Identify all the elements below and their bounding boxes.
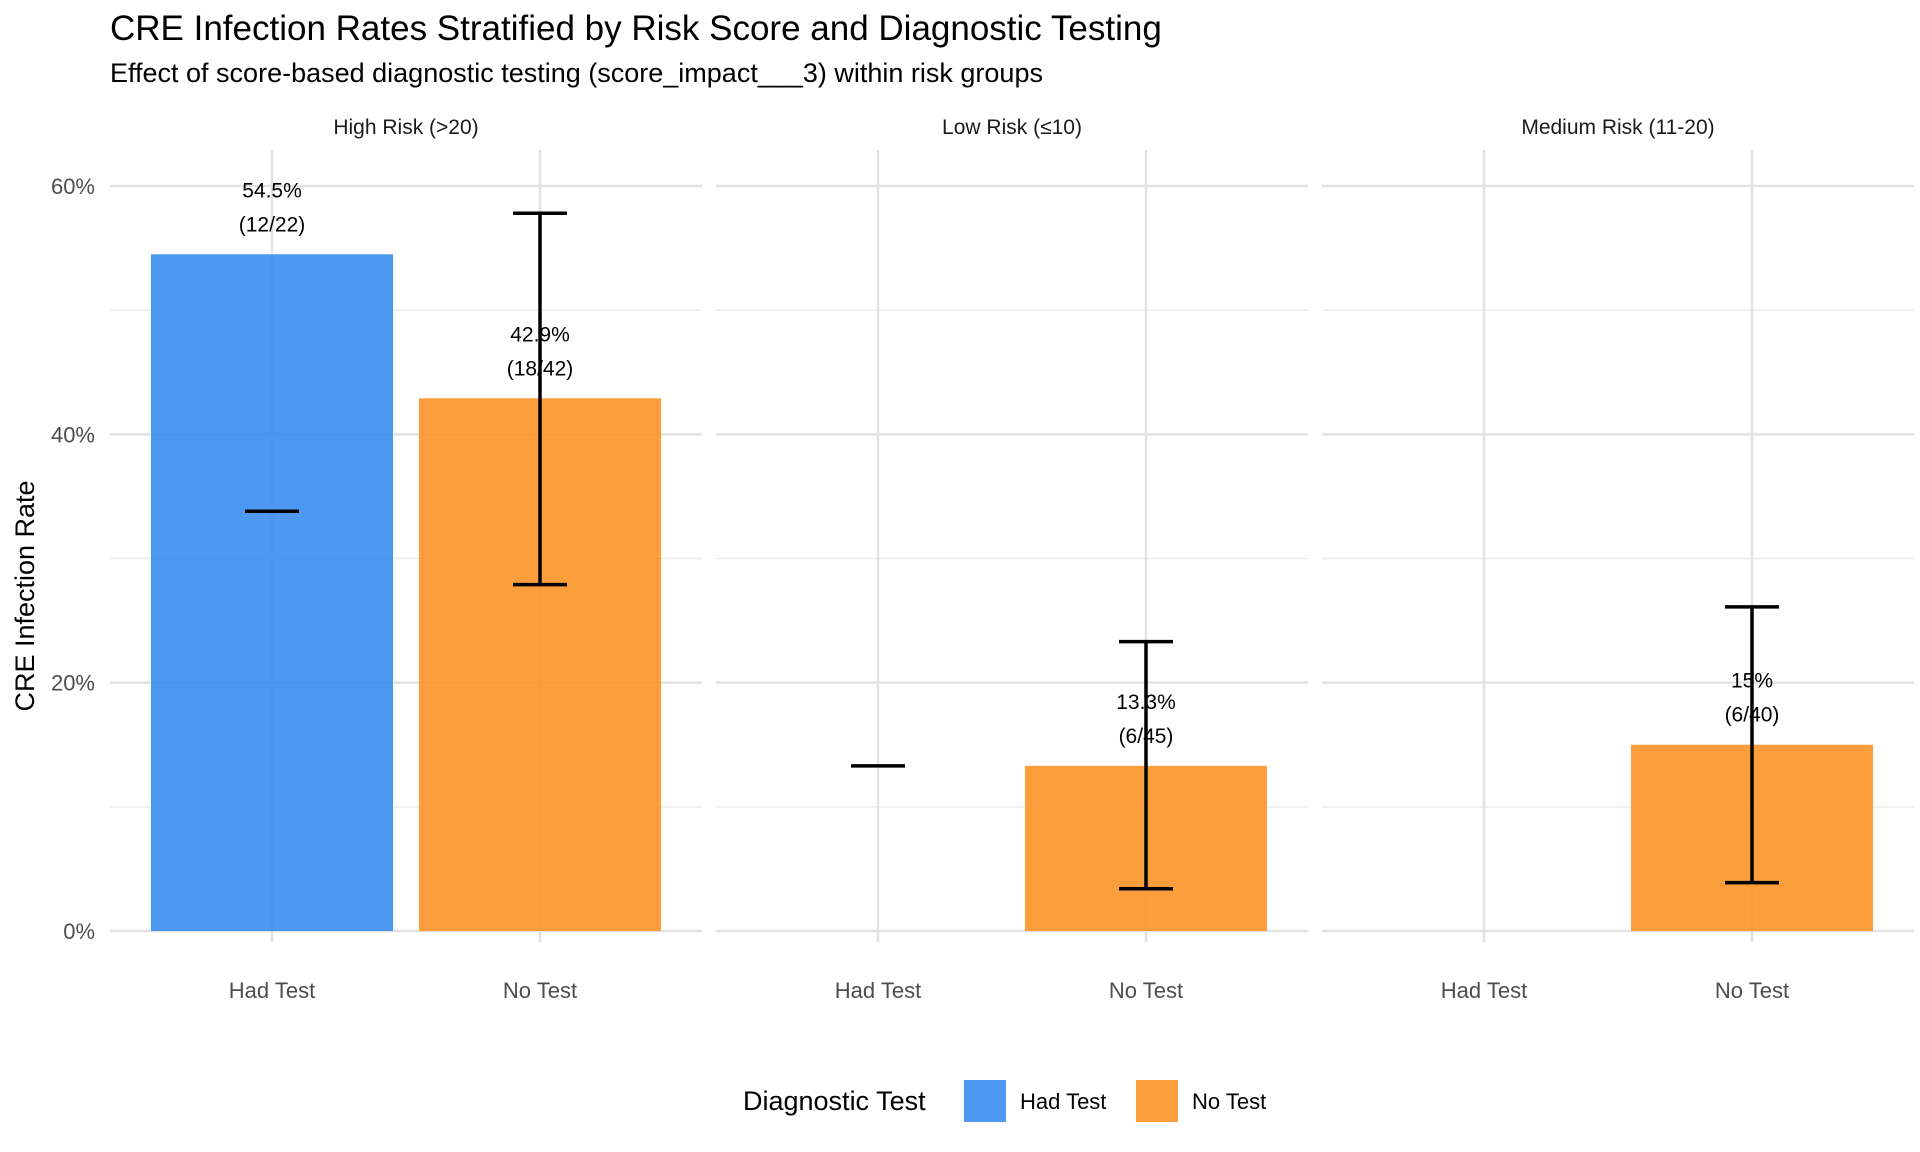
facet-strip-label: Medium Risk (11-20)	[1521, 116, 1714, 139]
y-tick-label: 60%	[51, 174, 95, 199]
x-tick-label: No Test	[1715, 978, 1789, 1003]
data-label-count: (6/45)	[1119, 725, 1174, 748]
error-bar-low-risk-10-no-test	[1119, 639, 1173, 891]
data-label-percent: 13.3%	[1116, 691, 1176, 714]
facet-panel-medium-risk-11-20: Medium Risk (11-20) Had Test No Test 15% (6/…	[1322, 116, 1914, 1003]
chart-title: CRE Infection Rates Stratified by Risk S…	[110, 9, 1162, 48]
y-tick-label: 40%	[51, 422, 95, 447]
facet-panel-low-risk-10: Low Risk (≤10) Had Test No Test 13.3% (6/45)	[716, 116, 1308, 1003]
facet-strip-label: High Risk (>20)	[333, 116, 478, 139]
y-axis-label: CRE Infection Rate	[10, 480, 40, 711]
legend-swatch-no-test	[1136, 1080, 1178, 1122]
legend-title: Diagnostic Test	[743, 1086, 926, 1116]
facet-panel-high-risk-20: High Risk (>20) Had Test No Test 54.5% (12/2…	[110, 116, 702, 1003]
data-label-percent: 54.5%	[242, 179, 302, 202]
x-tick-label: Had Test	[1441, 978, 1527, 1003]
legend-label-no-test: No Test	[1192, 1089, 1266, 1114]
legend-label-had-test: Had Test	[1020, 1089, 1106, 1114]
data-label-count: (18/42)	[507, 357, 574, 380]
x-tick-label: Had Test	[229, 978, 315, 1003]
y-tick-label: 0%	[63, 919, 95, 944]
legend: Diagnostic Test Had Test No Test	[743, 1080, 1266, 1122]
data-label-count: (12/22)	[239, 213, 306, 236]
error-bar-medium-risk-11-20-no-test	[1725, 605, 1779, 885]
facet-panels: 0% 20% 40% 60% High Risk (>20) Had Test No Tes…	[51, 116, 1914, 1003]
data-label-count: (6/40)	[1725, 704, 1780, 727]
data-label-percent: 15%	[1731, 670, 1773, 693]
bar-high-risk-20-had-test	[151, 254, 393, 931]
facet-strip-label: Low Risk (≤10)	[942, 116, 1082, 139]
x-tick-label: Had Test	[835, 978, 921, 1003]
data-label-percent: 42.9%	[510, 323, 570, 346]
error-bar-high-risk-20-no-test	[513, 211, 567, 587]
y-tick-label: 20%	[51, 671, 95, 696]
chart-subtitle: Effect of score-based diagnostic testing…	[110, 58, 1043, 88]
x-tick-label: No Test	[503, 978, 577, 1003]
x-tick-label: No Test	[1109, 978, 1183, 1003]
legend-swatch-had-test	[964, 1080, 1006, 1122]
